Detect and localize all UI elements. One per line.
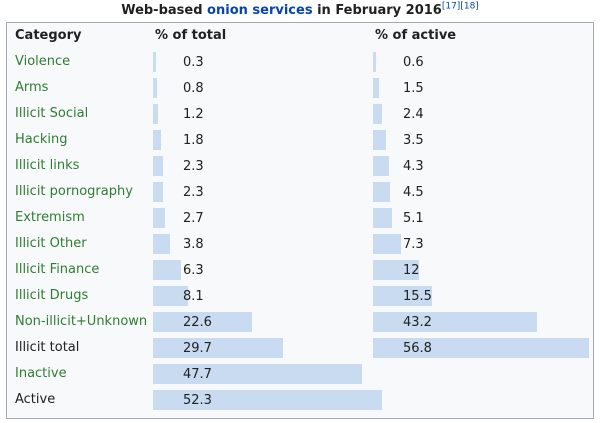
category-link[interactable]: Illicit links (15, 158, 80, 173)
total-percent-value: 6.3 (183, 263, 204, 278)
table-row: Violence 0.3 0.6 (7, 49, 593, 75)
active-percent-bar (373, 338, 589, 358)
total-percent-value: 52.3 (183, 393, 212, 408)
active-percent-value: 3.5 (403, 133, 424, 148)
onion-services-table: Category % of total % of active Violence… (6, 22, 594, 419)
category-link[interactable]: Violence (15, 54, 71, 69)
active-percent-bar (373, 312, 538, 332)
table-row: Non-illicit+Unknown 22.6 43.2 (7, 309, 593, 335)
table-row: Extremism 2.7 5.1 (7, 205, 593, 231)
total-percent-value: 2.3 (183, 159, 204, 174)
reference-17[interactable]: [17] (442, 2, 460, 12)
total-percent-bar (153, 208, 165, 228)
active-percent-bar (373, 78, 379, 98)
total-percent-value: 47.7 (183, 367, 212, 382)
active-percent-value: 12 (403, 263, 420, 278)
header-percent-total: % of total (155, 28, 227, 43)
total-percent-bar (153, 182, 164, 202)
table-caption: Web-based onion services in February 201… (0, 0, 600, 22)
reference-17-link[interactable]: [17] (441, 1, 461, 12)
active-percent-bar (373, 182, 391, 202)
table-row: Inactive 47.7 (7, 361, 593, 387)
category-link[interactable]: Extremism (15, 210, 85, 225)
active-percent-bar (373, 286, 432, 306)
total-percent-bar (153, 234, 170, 254)
category-link[interactable]: Hacking (15, 132, 68, 147)
total-percent-bar (153, 338, 284, 358)
total-percent-value: 2.3 (183, 185, 204, 200)
table-row: Active 52.3 (7, 387, 593, 413)
caption-suffix: in February 2016 (312, 3, 442, 18)
total-percent-value: 29.7 (183, 341, 212, 356)
active-percent-bar (373, 260, 419, 280)
category-link[interactable]: Illicit Finance (15, 262, 100, 277)
table-row: Illicit Social 1.2 2.4 (7, 101, 593, 127)
reference-18-link[interactable]: [18] (460, 1, 479, 12)
total-percent-bar (153, 78, 157, 98)
category-link[interactable]: Non-illicit+Unknown (15, 314, 148, 329)
active-percent-value: 43.2 (403, 315, 432, 330)
total-percent-value: 1.2 (183, 107, 204, 122)
active-percent-value: 1.5 (403, 81, 424, 96)
header-category: Category (15, 28, 82, 43)
table-row: Illicit links 2.3 4.3 (7, 153, 593, 179)
total-percent-value: 3.8 (183, 237, 204, 252)
table-row: Illicit Finance 6.3 12 (7, 257, 593, 283)
active-percent-value: 15.5 (403, 289, 432, 304)
total-percent-bar (153, 104, 159, 124)
category-link[interactable]: Inactive (15, 366, 67, 381)
table-header-row: Category % of total % of active (7, 23, 593, 49)
active-percent-value: 5.1 (403, 211, 424, 226)
active-percent-value: 2.4 (403, 107, 424, 122)
active-percent-bar (373, 234, 401, 254)
table-row: Illicit Drugs 8.1 15.5 (7, 283, 593, 309)
total-percent-value: 8.1 (183, 289, 204, 304)
total-percent-bar (153, 364, 362, 384)
active-percent-value: 4.3 (403, 159, 424, 174)
category-link[interactable]: Illicit Other (15, 236, 87, 251)
category-link[interactable]: Arms (15, 80, 49, 95)
table-row: Illicit Other 3.8 7.3 (7, 231, 593, 257)
active-percent-bar (373, 130, 387, 150)
onion-services-link[interactable]: onion services (207, 3, 313, 18)
total-percent-bar (153, 260, 181, 280)
active-percent-value: 7.3 (403, 237, 424, 252)
total-percent-value: 2.7 (183, 211, 204, 226)
category-link[interactable]: Illicit Drugs (15, 288, 89, 303)
active-percent-bar (373, 52, 376, 72)
table-row: Illicit pornography 2.3 4.5 (7, 179, 593, 205)
active-percent-value: 4.5 (403, 185, 424, 200)
category-label: Active (15, 392, 56, 407)
active-percent-bar (373, 156, 390, 176)
category-label: Illicit total (15, 340, 80, 355)
total-percent-value: 1.8 (183, 133, 204, 148)
total-percent-value: 0.8 (183, 81, 204, 96)
total-percent-bar (153, 312, 252, 332)
caption-prefix: Web-based (121, 3, 208, 18)
category-link[interactable]: Illicit Social (15, 106, 89, 121)
active-percent-value: 0.6 (403, 55, 424, 70)
table-row: Hacking 1.8 3.5 (7, 127, 593, 153)
total-percent-bar (153, 156, 164, 176)
active-percent-bar (373, 104, 383, 124)
total-percent-value: 0.3 (183, 55, 204, 70)
total-percent-bar (153, 286, 189, 306)
total-percent-bar (153, 390, 383, 410)
total-percent-bar (153, 52, 156, 72)
total-percent-bar (153, 130, 161, 150)
category-link[interactable]: Illicit pornography (15, 184, 133, 199)
table-row: Illicit total 29.7 56.8 (7, 335, 593, 361)
table-row: Arms 0.8 1.5 (7, 75, 593, 101)
total-percent-value: 22.6 (183, 315, 212, 330)
header-percent-active: % of active (375, 28, 457, 43)
reference-18[interactable]: [18] (460, 2, 478, 12)
active-percent-value: 56.8 (403, 341, 432, 356)
active-percent-bar (373, 208, 393, 228)
